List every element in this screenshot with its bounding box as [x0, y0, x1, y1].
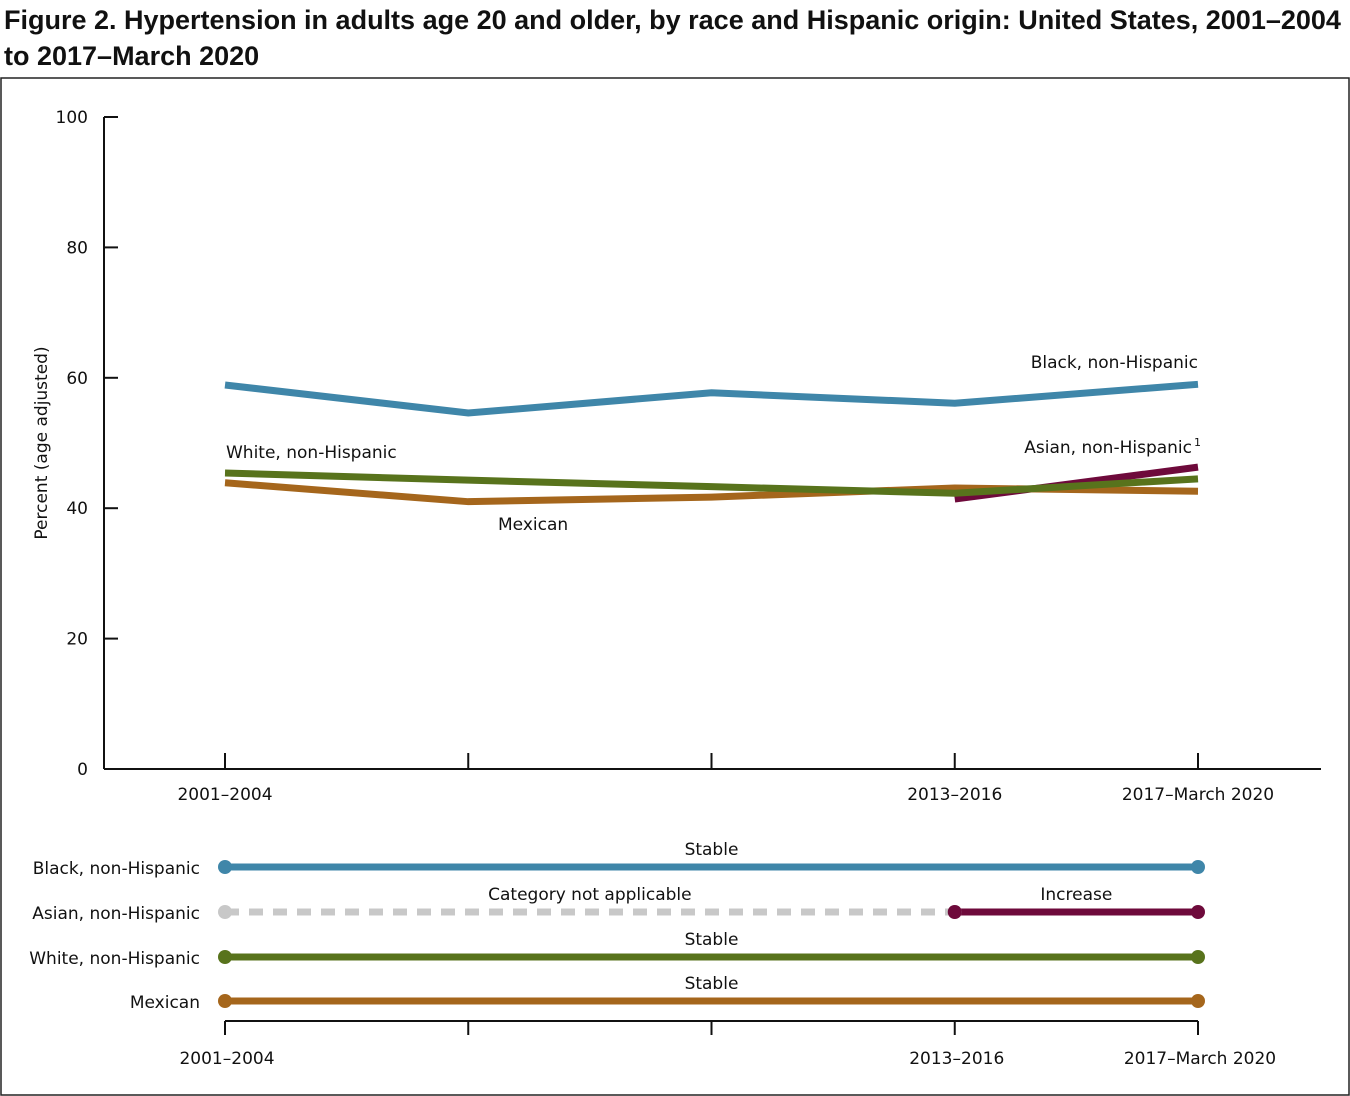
- trend-label: Increase: [1040, 885, 1112, 905]
- trend-point: [947, 905, 962, 919]
- trend-point: [1191, 950, 1205, 964]
- trend-point: [218, 860, 232, 874]
- trend-label: Category not applicable: [488, 885, 692, 905]
- trend-label: Stable: [685, 930, 739, 950]
- series-label-asian: Asian, non-Hispanic: [1024, 438, 1192, 458]
- trend-row-label: Black, non-Hispanic: [33, 859, 200, 879]
- series-label-black: Black, non-Hispanic: [1031, 353, 1198, 373]
- x-tick-label: 2017–March 2020: [1122, 785, 1274, 805]
- series-label-asian-footnote: 1: [1194, 436, 1201, 449]
- series-label-mexican: Mexican: [498, 515, 568, 535]
- trend-axis-label: 2013–2016: [909, 1049, 1004, 1069]
- trend-point: [218, 905, 232, 919]
- trend-row-label: Asian, non-Hispanic: [32, 904, 200, 924]
- chart-frame: [0, 77, 1350, 1096]
- x-tick-label: 2013–2016: [907, 785, 1002, 805]
- y-tick-label: 40: [66, 499, 88, 519]
- trend-point: [1191, 994, 1205, 1008]
- series-label-white: White, non-Hispanic: [226, 443, 397, 463]
- trend-point: [218, 994, 232, 1008]
- y-tick-label: 80: [66, 238, 88, 258]
- series-line-white: [224, 469, 1199, 497]
- y-tick-label: 100: [56, 108, 88, 128]
- trend-row-label: White, non-Hispanic: [29, 949, 200, 969]
- trend-point: [1191, 860, 1205, 874]
- x-tick-label: 2001–2004: [177, 785, 272, 805]
- trend-axis-label: 2001–2004: [179, 1049, 274, 1069]
- trend-point: [1191, 905, 1205, 919]
- chart-title: Figure 2. Hypertension in adults age 20 …: [4, 5, 1341, 71]
- trend-label: Stable: [685, 840, 739, 860]
- y-tick-label: 60: [66, 369, 88, 389]
- y-tick-label: 0: [77, 760, 88, 780]
- trend-point: [218, 950, 232, 964]
- trend-label: Stable: [685, 974, 739, 994]
- y-axis-label: Percent (age adjusted): [32, 346, 52, 539]
- trend-axis-label: 2017–March 2020: [1124, 1049, 1276, 1069]
- trend-row-label: Mexican: [130, 993, 200, 1013]
- y-tick-label: 20: [66, 630, 88, 650]
- series-line-black: [224, 380, 1199, 417]
